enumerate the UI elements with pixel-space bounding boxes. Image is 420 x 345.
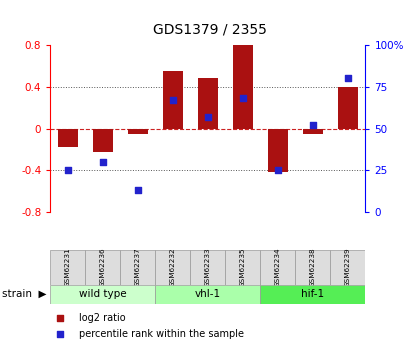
Point: [291, 75, 297, 80]
Bar: [331, 250, 365, 285]
Bar: [198, 78, 218, 128]
Bar: [303, 128, 323, 134]
Point: [275, 168, 281, 173]
Bar: [233, 45, 252, 128]
Bar: [295, 250, 331, 285]
Bar: [226, 250, 260, 285]
Point: [291, 220, 297, 225]
Bar: [50, 285, 155, 304]
Text: percentile rank within the sample: percentile rank within the sample: [79, 329, 244, 338]
Bar: [338, 87, 357, 128]
Point: [100, 159, 106, 165]
Text: hif-1: hif-1: [301, 289, 325, 299]
Point: [134, 188, 141, 193]
Text: log2 ratio: log2 ratio: [79, 313, 126, 323]
Text: GSM62236: GSM62236: [100, 248, 106, 287]
Text: strain  ▶: strain ▶: [2, 289, 47, 299]
Point: [170, 97, 176, 103]
Bar: [85, 250, 121, 285]
Bar: [128, 128, 147, 134]
Bar: [260, 285, 365, 304]
Bar: [190, 250, 226, 285]
Point: [344, 76, 351, 81]
Text: vhl-1: vhl-1: [195, 289, 221, 299]
Point: [239, 96, 246, 101]
Bar: [268, 128, 288, 172]
Text: GSM62238: GSM62238: [310, 248, 316, 287]
Bar: [121, 250, 155, 285]
Text: GDS1379 / 2355: GDS1379 / 2355: [153, 22, 267, 37]
Text: GSM62232: GSM62232: [170, 248, 176, 287]
Bar: [58, 128, 78, 147]
Text: GSM62231: GSM62231: [65, 248, 71, 287]
Text: GSM62237: GSM62237: [135, 248, 141, 287]
Text: GSM62235: GSM62235: [240, 248, 246, 287]
Point: [310, 122, 316, 128]
Bar: [260, 250, 295, 285]
Text: GSM62233: GSM62233: [205, 248, 211, 287]
Text: GSM62239: GSM62239: [345, 248, 351, 287]
Bar: [155, 250, 190, 285]
Bar: [163, 71, 183, 128]
Point: [205, 114, 211, 120]
Bar: [155, 285, 260, 304]
Text: GSM62234: GSM62234: [275, 248, 281, 287]
Point: [65, 168, 71, 173]
Bar: [93, 128, 113, 151]
Text: wild type: wild type: [79, 289, 127, 299]
Bar: [50, 250, 85, 285]
